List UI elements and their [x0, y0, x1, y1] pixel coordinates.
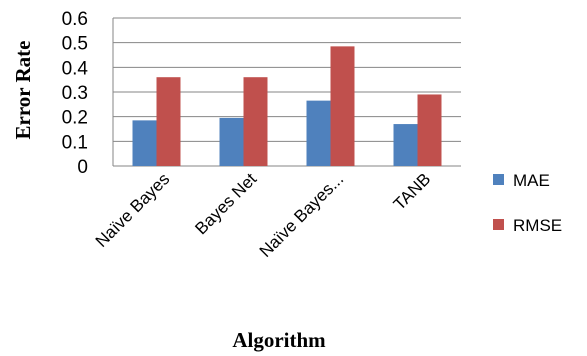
y-tick-label: 0.1: [62, 132, 88, 153]
bar-rmse: [243, 77, 268, 166]
legend-swatch-mae: [493, 174, 504, 185]
x-category-label: Naïve Bayes: [92, 169, 174, 251]
legend-label-mae: MAE: [513, 171, 550, 190]
bar-rmse: [330, 46, 355, 166]
x-category-label: Naïve Bayes...: [256, 169, 348, 261]
y-tick-label: 0.4: [62, 58, 89, 79]
y-tick-label: 0.3: [62, 83, 88, 104]
bars: [132, 46, 442, 166]
bar-mae: [132, 120, 157, 166]
y-axis-label: Error Rate: [11, 41, 35, 140]
y-tick-label: 0: [77, 157, 88, 178]
bar-mae: [393, 124, 418, 166]
bar-rmse: [156, 77, 181, 166]
bar-mae: [219, 117, 244, 166]
legend-label-rmse: RMSE: [513, 216, 562, 235]
x-category-label: Bayes Net: [191, 169, 260, 238]
legend: MAE RMSE: [493, 171, 562, 235]
x-axis-label: Algorithm: [232, 328, 326, 352]
x-category-label: TANB: [390, 169, 435, 214]
legend-swatch-rmse: [493, 219, 504, 230]
y-tick-label: 0.6: [62, 9, 88, 30]
y-tick-label: 0.2: [62, 108, 88, 129]
bar-rmse: [417, 94, 442, 166]
bar-mae: [306, 100, 331, 166]
y-tick-label: 0.5: [62, 34, 88, 55]
y-axis-ticks: 0 0.1 0.2 0.3 0.4 0.5 0.6: [62, 9, 89, 178]
